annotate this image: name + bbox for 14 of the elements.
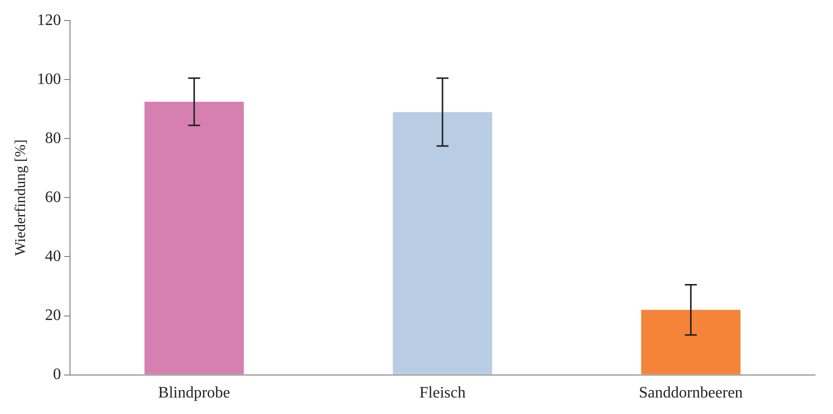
y-tick-label: 120 xyxy=(37,12,61,29)
y-tick-label: 0 xyxy=(53,366,61,384)
y-axis-title: Wiederfindung [%] xyxy=(12,139,29,256)
y-tick-label: 20 xyxy=(45,306,61,324)
y-tick-label: 100 xyxy=(37,70,61,88)
x-tick-label: Fleisch xyxy=(419,384,466,402)
x-tick-label: Sanddornbeeren xyxy=(638,384,743,402)
bar xyxy=(641,310,740,374)
y-tick-label: 40 xyxy=(45,248,61,265)
x-tick-label: Blindprobe xyxy=(158,384,230,402)
y-tick-label: 80 xyxy=(45,130,61,147)
bar xyxy=(392,112,492,374)
bar xyxy=(144,102,244,374)
y-tick-label: 60 xyxy=(45,188,61,206)
